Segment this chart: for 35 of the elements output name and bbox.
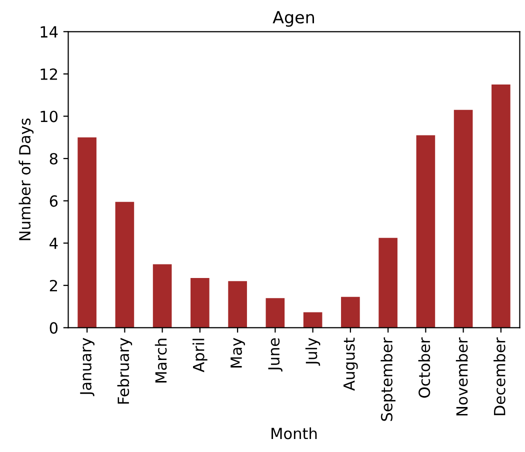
x-tick-label: April <box>192 338 208 372</box>
bar <box>78 137 96 328</box>
x-axis-title: Month <box>272 427 317 440</box>
bar <box>228 281 247 328</box>
y-axis-title: Number of Days <box>18 118 34 240</box>
x-tick-label: December <box>494 337 506 416</box>
y-tick-label: 14 <box>40 26 58 38</box>
y-tick-label: 2 <box>50 280 57 292</box>
bar <box>492 84 510 328</box>
x-tick-label: July <box>305 338 320 366</box>
bar <box>416 135 436 328</box>
x-tick-label: June <box>268 338 282 372</box>
x-tick-label: May <box>230 338 245 368</box>
y-tick-label: 12 <box>40 68 57 80</box>
y-tick-label: 6 <box>50 195 58 207</box>
x-tick-label: August <box>344 338 358 391</box>
bar <box>152 264 172 328</box>
x-tick-label: March <box>154 338 167 382</box>
x-tick-label: November <box>456 337 468 416</box>
y-tick-label: 8 <box>50 152 58 165</box>
bar <box>341 296 360 328</box>
x-tick-label: February <box>117 338 132 404</box>
bar <box>454 110 473 328</box>
bar <box>115 202 134 328</box>
chart-title: Agen <box>272 11 314 27</box>
bar <box>303 312 322 328</box>
y-tick-label: 0 <box>50 322 58 334</box>
x-tick-label: October <box>418 337 430 398</box>
x-tick-label: January <box>80 338 94 396</box>
bar <box>190 278 210 328</box>
y-tick-label: 10 <box>40 110 58 122</box>
bar <box>266 298 285 328</box>
x-tick-label: September <box>380 337 396 421</box>
bar <box>378 238 398 328</box>
y-tick-label: 4 <box>50 238 58 249</box>
